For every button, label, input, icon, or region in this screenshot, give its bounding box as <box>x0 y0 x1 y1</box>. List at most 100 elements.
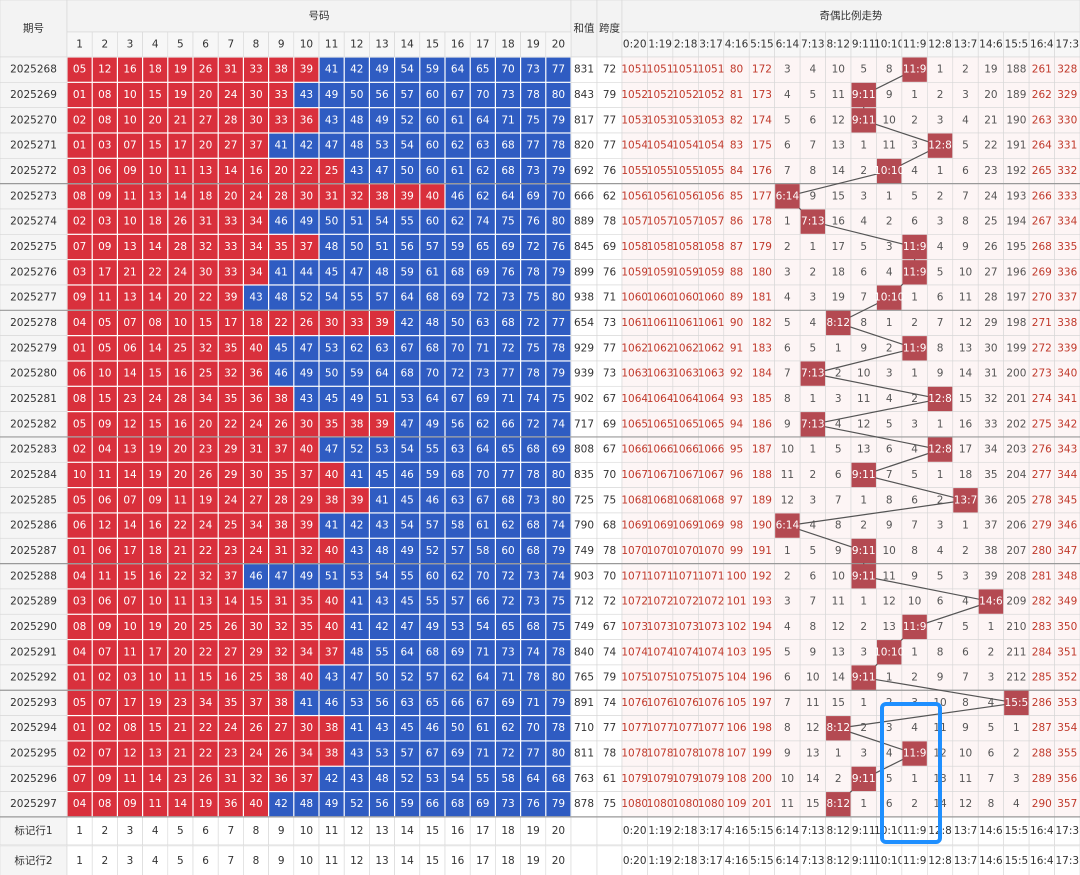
issue: 2025274 <box>10 216 57 228</box>
cell <box>850 335 877 362</box>
cell <box>596 56 623 83</box>
omission: 16 <box>959 418 973 430</box>
number: 30 <box>300 418 313 430</box>
omission: 1077 <box>698 722 725 734</box>
omission: 204 <box>1006 469 1026 481</box>
footer-ratio: 17:3 <box>1055 825 1079 837</box>
number-cell <box>319 184 344 209</box>
number-cell <box>395 310 420 336</box>
number-cell <box>521 361 546 386</box>
number: 45 <box>375 469 388 481</box>
number-cell <box>470 361 495 386</box>
number: 58 <box>476 545 489 557</box>
number-cell <box>92 82 117 108</box>
number: 05 <box>98 342 111 354</box>
omission: 9 <box>911 570 918 582</box>
number: 20 <box>199 418 212 430</box>
omission: 4 <box>1013 798 1020 810</box>
number: 38 <box>325 722 338 734</box>
issue: 2025271 <box>10 140 57 152</box>
number-cell <box>521 285 546 310</box>
number: 43 <box>325 672 338 684</box>
cell <box>647 335 674 362</box>
span: 77 <box>603 342 616 354</box>
number: 53 <box>375 140 388 152</box>
cell <box>977 82 1004 108</box>
number-cell <box>193 260 218 285</box>
number-cell <box>395 437 420 462</box>
issue: 2025284 <box>10 469 57 481</box>
omission: 1074 <box>698 646 725 658</box>
number-cell <box>420 108 445 133</box>
number: 40 <box>249 798 262 810</box>
cell <box>672 385 699 412</box>
number: 73 <box>501 798 514 810</box>
number: 64 <box>476 672 490 684</box>
omission: 350 <box>1057 621 1077 633</box>
number: 78 <box>552 342 565 354</box>
cell <box>952 183 979 210</box>
cell <box>952 385 979 412</box>
footer-number: 12 <box>350 825 363 837</box>
number: 63 <box>476 317 489 329</box>
cell <box>825 335 852 362</box>
cell <box>927 158 954 184</box>
number-cell <box>244 82 268 108</box>
span: 74 <box>603 697 617 709</box>
cell <box>570 461 598 488</box>
column-label: 7 <box>227 39 234 51</box>
cell <box>977 183 1004 210</box>
number-cell <box>244 158 268 184</box>
number: 34 <box>249 216 263 228</box>
number-cell <box>67 310 92 336</box>
number: 11 <box>174 165 187 177</box>
number: 55 <box>426 444 439 456</box>
number-cell <box>244 361 268 386</box>
number: 67 <box>426 748 439 760</box>
footer-number: 9 <box>278 825 285 837</box>
number: 11 <box>123 190 136 202</box>
omission: 3 <box>937 114 944 126</box>
sum: 765 <box>574 672 594 684</box>
number: 17 <box>174 140 187 152</box>
omission: 1079 <box>698 773 725 785</box>
number-cell <box>319 209 344 234</box>
number: 25 <box>174 342 187 354</box>
number: 54 <box>451 773 465 785</box>
omission: 1073 <box>698 621 725 633</box>
number-cell <box>269 82 294 108</box>
sum: 939 <box>574 368 594 380</box>
omission: 8 <box>962 216 969 228</box>
number: 54 <box>401 520 415 532</box>
cell <box>774 284 801 311</box>
omission: 6 <box>911 216 918 228</box>
footer-number: 17 <box>476 825 489 837</box>
cell <box>469 31 496 58</box>
omission: 8 <box>988 798 995 810</box>
number-cell <box>143 336 168 361</box>
number: 17 <box>98 266 111 278</box>
cell <box>850 385 877 412</box>
number-cell <box>319 412 344 437</box>
cell <box>1003 411 1030 438</box>
number-cell <box>420 133 445 158</box>
omission: 1 <box>937 64 944 76</box>
issue: 2025290 <box>10 621 57 633</box>
number: 65 <box>476 64 489 76</box>
number-cell <box>521 310 546 336</box>
number: 40 <box>325 469 338 481</box>
omission: 4 <box>937 241 944 253</box>
number-cell <box>470 184 495 209</box>
footer-ratio: 12:8 <box>928 855 952 867</box>
number-cell <box>521 234 546 260</box>
number: 25 <box>325 165 338 177</box>
omission: 1 <box>860 697 867 709</box>
omission: 1068 <box>672 494 699 506</box>
omission: 25 <box>984 216 997 228</box>
omission: 1068 <box>698 494 725 506</box>
number: 73 <box>501 89 514 101</box>
number-cell <box>370 462 394 488</box>
issue: 2025276 <box>10 266 57 278</box>
omission: 282 <box>1032 596 1052 608</box>
number: 49 <box>325 798 338 810</box>
